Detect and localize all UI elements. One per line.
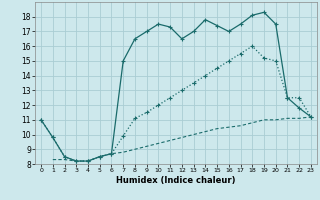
X-axis label: Humidex (Indice chaleur): Humidex (Indice chaleur) xyxy=(116,176,236,185)
